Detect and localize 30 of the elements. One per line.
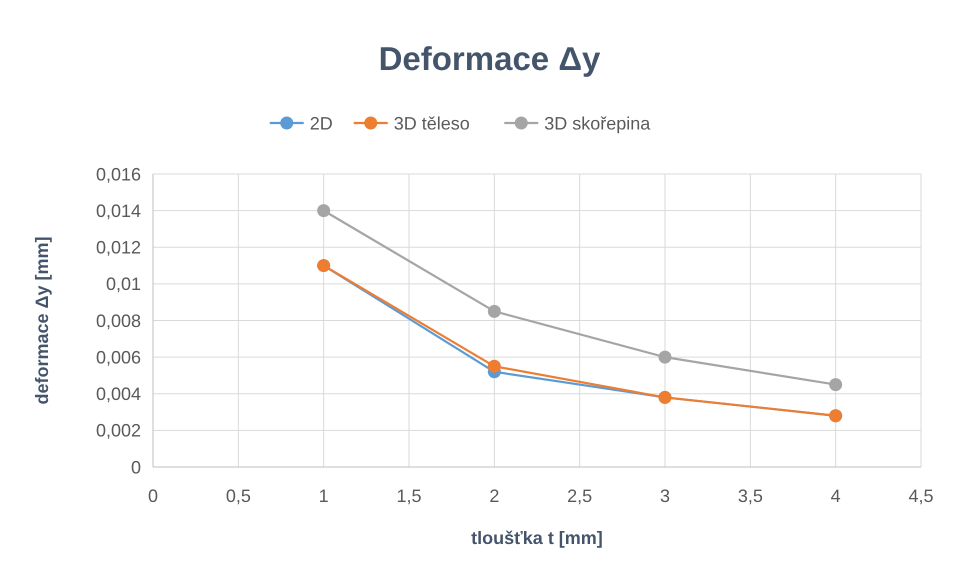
x-tick-label: 4 (830, 486, 841, 506)
y-tick-label: 0,016 (96, 164, 141, 184)
point (829, 378, 842, 392)
x-tick-label: 0 (148, 486, 158, 506)
x-tick-label: 4,5 (908, 486, 934, 506)
legend-label: 2D (310, 113, 333, 134)
y-tick-label: 0 (130, 457, 141, 478)
chart-title: Deformace Δy (378, 40, 602, 77)
legend-label: 3D těleso (394, 113, 470, 134)
x-tick-label: 2 (489, 486, 500, 506)
point (488, 360, 501, 373)
point (658, 350, 672, 364)
point (488, 304, 501, 318)
y-tick-label: 0,012 (96, 238, 141, 258)
y-axis-title: deformace Δy [mm] (32, 236, 52, 404)
y-tick-label: 0,01 (106, 274, 141, 294)
x-tick-label: 1,5 (396, 486, 422, 506)
y-tick-label: 0,014 (96, 200, 141, 221)
x-tick-label: 3 (660, 486, 670, 506)
x-tick-label: 0,5 (226, 486, 251, 506)
y-tick-label: 0,002 (96, 420, 141, 441)
x-tick-label: 1 (318, 486, 329, 506)
point (317, 204, 330, 218)
x-tick-label: 2,5 (567, 486, 592, 506)
y-tick-label: 0,006 (96, 347, 141, 368)
legend-label: 3D skořepina (544, 113, 652, 134)
x-tick-label: 3,5 (738, 486, 763, 506)
y-tick-label: 0,004 (96, 384, 141, 404)
y-tick-label: 0,008 (96, 310, 141, 331)
x-axis-title: tloušťka t [mm] (471, 528, 603, 548)
